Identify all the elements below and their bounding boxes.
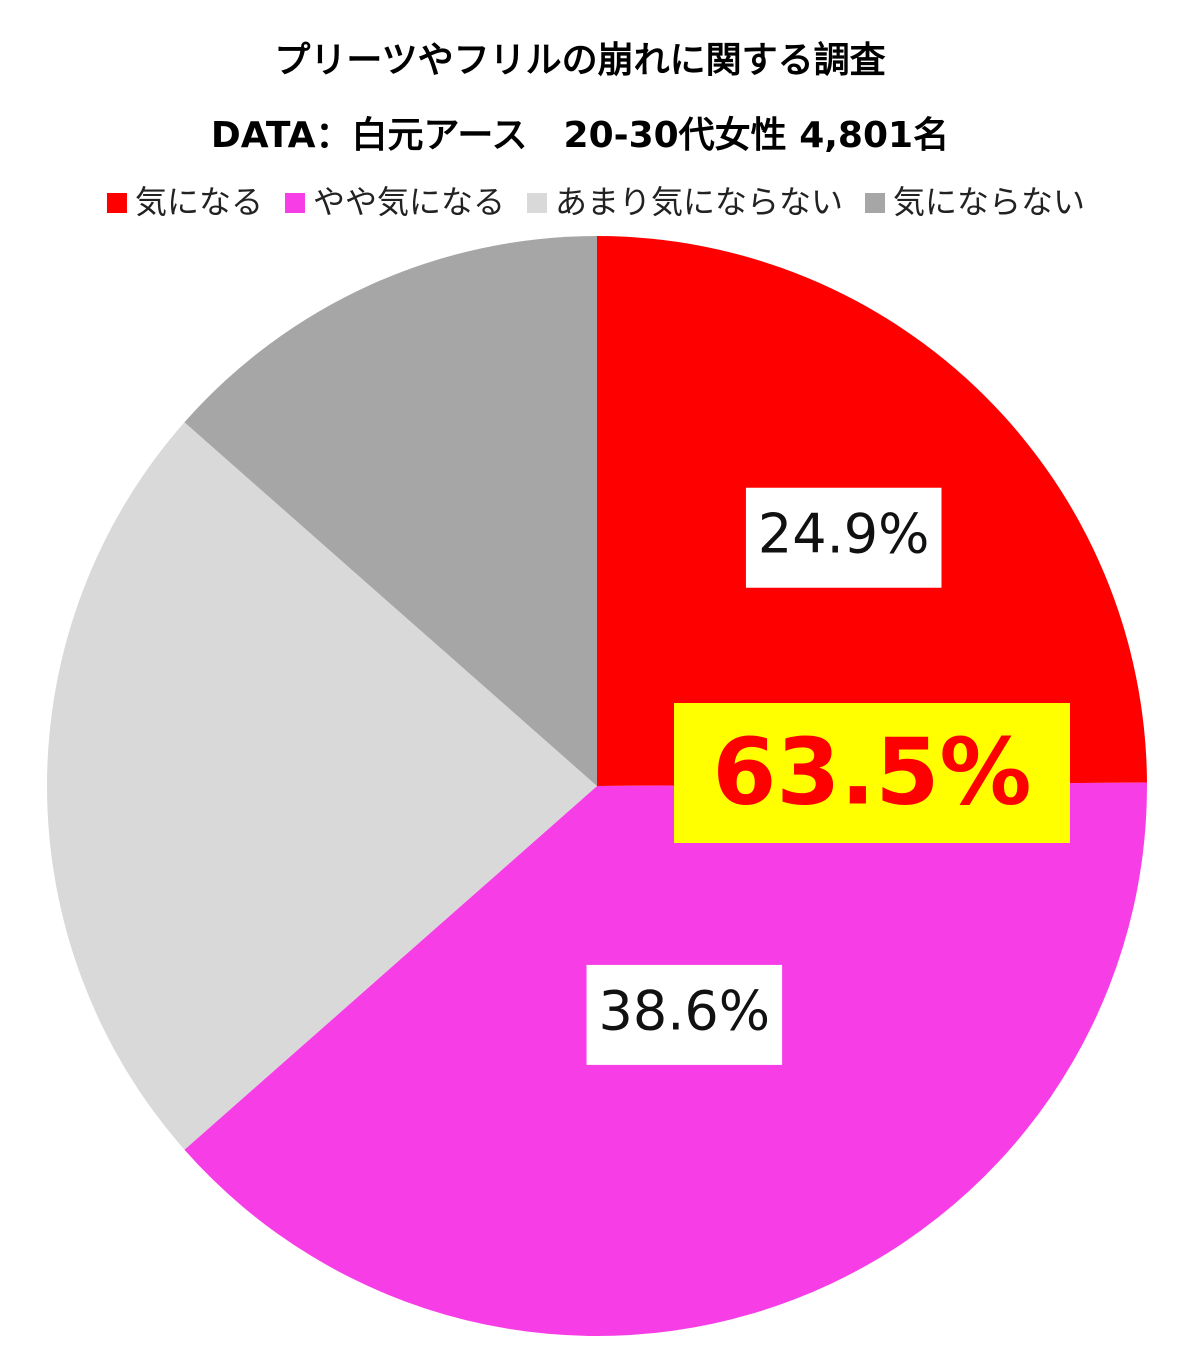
- legend-label: 気になる: [135, 183, 263, 221]
- legend-label: やや気になる: [313, 183, 505, 221]
- annotation-box: [674, 703, 1070, 843]
- data-label-group: 24.9%: [745, 487, 942, 588]
- data-labels: 24.9% 38.6% 63.5%: [586, 487, 1070, 1065]
- chart-title: プリーツやフリルの崩れに関する調査: [274, 40, 885, 81]
- data-label-box: [745, 487, 942, 588]
- legend-label: 気にならない: [893, 183, 1085, 221]
- pie-slice: [184, 236, 598, 786]
- data-label: 24.9%: [758, 502, 930, 565]
- chart-subtitle: DATA：白元アース 20-30代女性 4,801名: [211, 115, 949, 156]
- legend-swatch: [865, 193, 886, 213]
- data-label: 38.6%: [599, 980, 771, 1043]
- pie-slice: [46, 422, 598, 1150]
- legend-swatch: [106, 193, 127, 213]
- data-label-box: [586, 964, 783, 1065]
- legend: 気になる やや気になる あまり気にならない 気にならない: [106, 183, 1085, 221]
- annotation: 63.5%: [712, 718, 1031, 825]
- legend-swatch: [527, 193, 547, 213]
- legend-label: あまり気にならない: [555, 183, 843, 221]
- legend-swatch: [284, 193, 305, 213]
- data-label-group: 38.6%: [586, 964, 783, 1065]
